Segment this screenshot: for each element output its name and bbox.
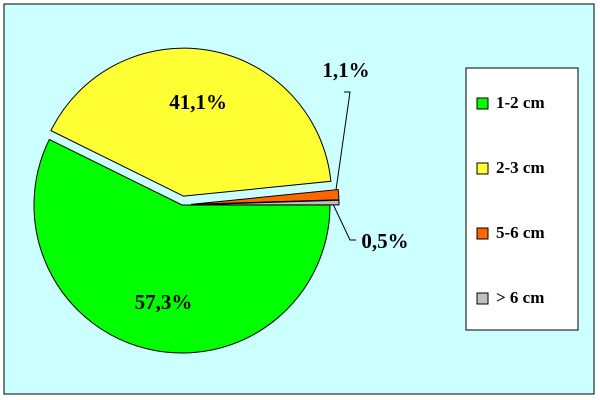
legend-swatch xyxy=(476,227,489,240)
data-label: 1,1% xyxy=(322,58,369,82)
legend-label: 2-3 cm xyxy=(496,158,545,177)
data-label: 57,3% xyxy=(135,290,193,314)
pie-slice xyxy=(50,47,332,197)
pie-slice xyxy=(190,199,340,206)
legend-swatch xyxy=(476,97,489,110)
legend-label: > 6 cm xyxy=(496,288,544,307)
legend-label: 5-6 cm xyxy=(496,223,545,242)
data-label: 0,5% xyxy=(361,229,408,253)
legend-box xyxy=(465,67,579,331)
leader-line xyxy=(331,201,356,241)
legend-swatch xyxy=(476,162,489,175)
data-label: 41,1% xyxy=(169,90,227,114)
legend-swatch xyxy=(476,292,489,305)
leader-line xyxy=(335,91,351,191)
pie-slice xyxy=(33,138,331,354)
legend-label: 1-2 cm xyxy=(496,93,545,112)
